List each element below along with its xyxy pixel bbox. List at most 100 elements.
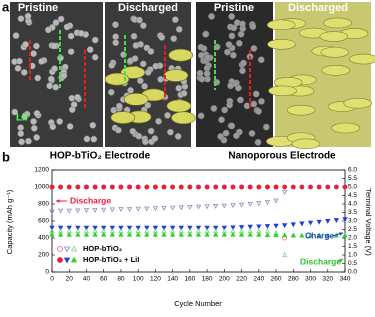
point (144, 231, 150, 237)
sphere (56, 118, 64, 125)
point (281, 223, 288, 229)
point (161, 206, 167, 211)
point (178, 231, 184, 237)
sphere (255, 107, 262, 115)
sphere (114, 126, 122, 134)
point (49, 184, 55, 190)
sphere (239, 20, 246, 28)
point (273, 198, 279, 204)
point (92, 184, 98, 190)
sphere (115, 102, 123, 110)
sphere (70, 101, 78, 109)
x-tick-label: 240 (253, 276, 264, 283)
sphere (17, 130, 25, 138)
sphere (136, 16, 143, 24)
point (273, 232, 279, 238)
point (57, 257, 63, 263)
point (273, 184, 279, 190)
sphere (131, 55, 139, 63)
point (213, 225, 219, 231)
sphere (155, 117, 162, 125)
arrow-head (56, 199, 60, 203)
crystal (268, 85, 297, 97)
sphere (254, 138, 262, 146)
point (238, 231, 245, 237)
point (195, 231, 202, 237)
sphere (90, 135, 98, 143)
y-axis-title: Capacity (mAh g⁻¹) (5, 189, 14, 254)
point (316, 219, 322, 225)
sphere (229, 51, 237, 59)
sphere (144, 101, 152, 109)
point (290, 222, 296, 228)
sphere (240, 59, 247, 67)
sphere (38, 58, 45, 65)
annotation: Discharge (300, 256, 341, 266)
sphere (180, 89, 188, 97)
crystal (168, 48, 194, 62)
crystal (349, 53, 375, 65)
point (75, 225, 81, 231)
point (109, 184, 115, 190)
point (213, 184, 219, 190)
sphere (16, 57, 23, 65)
sphere (132, 42, 140, 49)
sphere (86, 46, 94, 53)
point (84, 184, 89, 190)
point (204, 225, 210, 231)
sphere (167, 128, 174, 136)
sphere (74, 93, 81, 101)
point (196, 184, 201, 190)
sphere (50, 42, 58, 50)
point (101, 231, 107, 237)
point (70, 245, 78, 252)
point (307, 220, 314, 226)
sphere (108, 62, 116, 69)
sphere (158, 34, 166, 41)
legend-label: HOP-bTiO₂ + LiI (83, 255, 139, 264)
point (83, 225, 90, 231)
sphere (67, 32, 75, 40)
point (195, 204, 202, 210)
sphere (203, 70, 211, 77)
sphere (136, 77, 144, 85)
tile-annotation: LiI (16, 113, 28, 124)
point (316, 232, 322, 238)
sphere (151, 135, 159, 142)
point (307, 232, 314, 238)
crystal (320, 46, 350, 58)
sphere (228, 13, 236, 20)
point (308, 184, 313, 190)
sphere (141, 82, 148, 90)
sphere (25, 137, 32, 145)
sphere (17, 15, 25, 23)
y2-tick-label: 3.5 (348, 209, 357, 216)
crystal (291, 138, 321, 150)
point (63, 246, 71, 253)
sphere (258, 97, 265, 105)
tile-label: Discharged (118, 2, 178, 14)
point (264, 224, 271, 229)
sphere (12, 32, 20, 40)
point (58, 184, 64, 190)
y2-tick-label: 6.0 (348, 167, 357, 174)
x-tick-label: 300 (305, 276, 316, 283)
crystal (163, 69, 189, 82)
sphere (51, 65, 59, 73)
point (178, 184, 184, 190)
y2-tick-label: 2.5 (348, 226, 357, 233)
arrow-head (339, 232, 343, 236)
point (256, 224, 262, 230)
tile-label: Pristine (18, 2, 58, 14)
point (213, 204, 219, 209)
point (118, 225, 124, 231)
point (325, 218, 331, 224)
point (221, 225, 228, 231)
y2-tick-label: 1.5 (348, 243, 357, 250)
sphere (14, 64, 22, 72)
y-tick-label: 800 (38, 201, 49, 208)
point (299, 221, 305, 227)
sphere (47, 75, 55, 83)
sphere (174, 132, 182, 140)
legend-label: HOP-bTiO₂ (83, 244, 122, 253)
